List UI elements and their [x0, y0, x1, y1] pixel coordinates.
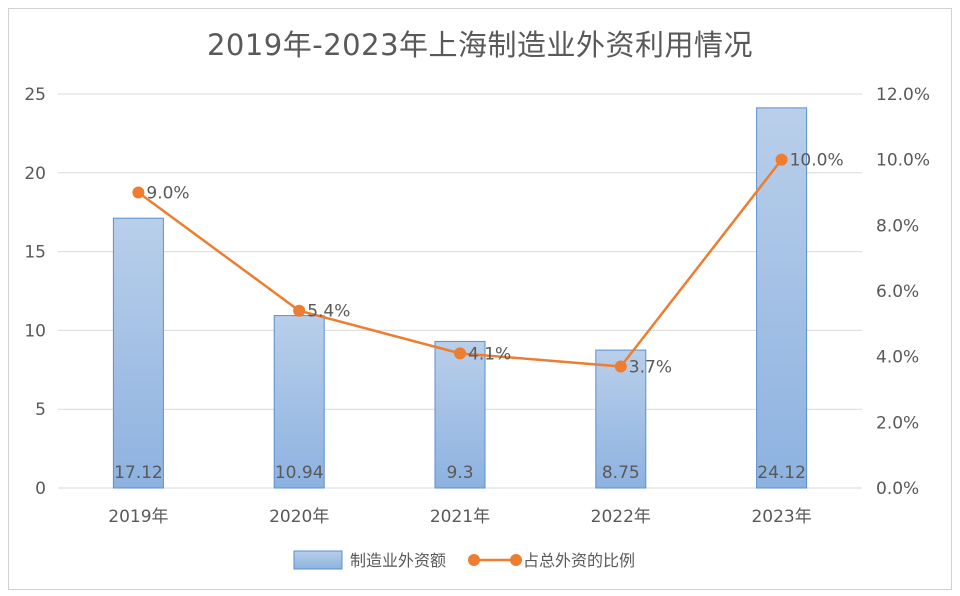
- line-point: [454, 347, 466, 360]
- right-tick-label: 12.0%: [876, 85, 930, 105]
- legend-line-marker: [468, 554, 480, 566]
- line-data-label: 4.1%: [468, 344, 511, 364]
- x-tick-label: 2022年: [591, 507, 651, 527]
- legend: 制造业外资额 占总外资的比例: [293, 550, 635, 570]
- legend-line-label: 占总外资的比例: [523, 551, 635, 570]
- left-tick-label: 10: [24, 321, 46, 341]
- bar: [434, 340, 486, 489]
- line-point: [132, 186, 145, 199]
- line-point: [293, 304, 306, 317]
- x-tick-label: 2023年: [751, 507, 811, 527]
- left-tick-label: 0: [35, 479, 46, 499]
- bar-data-label: 8.75: [602, 463, 640, 483]
- left-tick-label: 15: [24, 243, 46, 263]
- legend-line-marker: [510, 554, 522, 566]
- right-tick-label: 8.0%: [876, 216, 919, 236]
- bar-data-label: 9.3: [446, 463, 473, 483]
- left-tick-label: 5: [35, 400, 46, 420]
- line-data-label: 10.0%: [790, 151, 844, 171]
- line-point: [775, 153, 788, 166]
- line-path: [137, 158, 783, 368]
- line-series: 9.0% 5.4% 4.1% 3.7% 10.0%: [132, 151, 844, 378]
- line-data-label: 3.7%: [629, 358, 672, 378]
- right-tick-label: 4.0%: [876, 348, 919, 368]
- left-tick-label: 20: [24, 164, 46, 184]
- chart-title: 2019年-2023年上海制造业外资利用情况: [206, 28, 754, 62]
- x-tick-label: 2021年: [430, 507, 490, 527]
- x-tick-label: 2019年: [108, 507, 168, 527]
- x-axis: 2019年 2020年 2021年 2022年 2023年: [108, 507, 811, 527]
- legend-bar-label: 制造业外资额: [350, 551, 446, 570]
- bar: [112, 217, 164, 489]
- bar-data-label: 10.94: [275, 463, 324, 483]
- bar: [273, 315, 325, 489]
- line-point: [614, 360, 627, 373]
- left-tick-label: 25: [24, 85, 46, 105]
- legend-bar-swatch: [293, 550, 343, 570]
- x-tick-label: 2020年: [269, 507, 329, 527]
- right-tick-label: 10.0%: [876, 151, 930, 171]
- line-data-label: 9.0%: [146, 184, 189, 204]
- right-tick-label: 0.0%: [876, 479, 919, 499]
- left-axis: 0 5 10 15 20 25: [24, 85, 46, 499]
- bar: [756, 107, 808, 489]
- right-tick-label: 6.0%: [876, 282, 919, 302]
- right-axis: 0.0% 2.0% 4.0% 6.0% 8.0% 10.0% 12.0%: [876, 85, 930, 499]
- bar-data-label: 17.12: [114, 463, 163, 483]
- line-data-label: 5.4%: [307, 302, 350, 322]
- bar: [595, 349, 647, 489]
- bar-data-label: 24.12: [757, 463, 806, 483]
- right-tick-label: 2.0%: [876, 413, 919, 433]
- bar-series: 17.12 10.94 9.3 8.75 24.12: [112, 107, 808, 489]
